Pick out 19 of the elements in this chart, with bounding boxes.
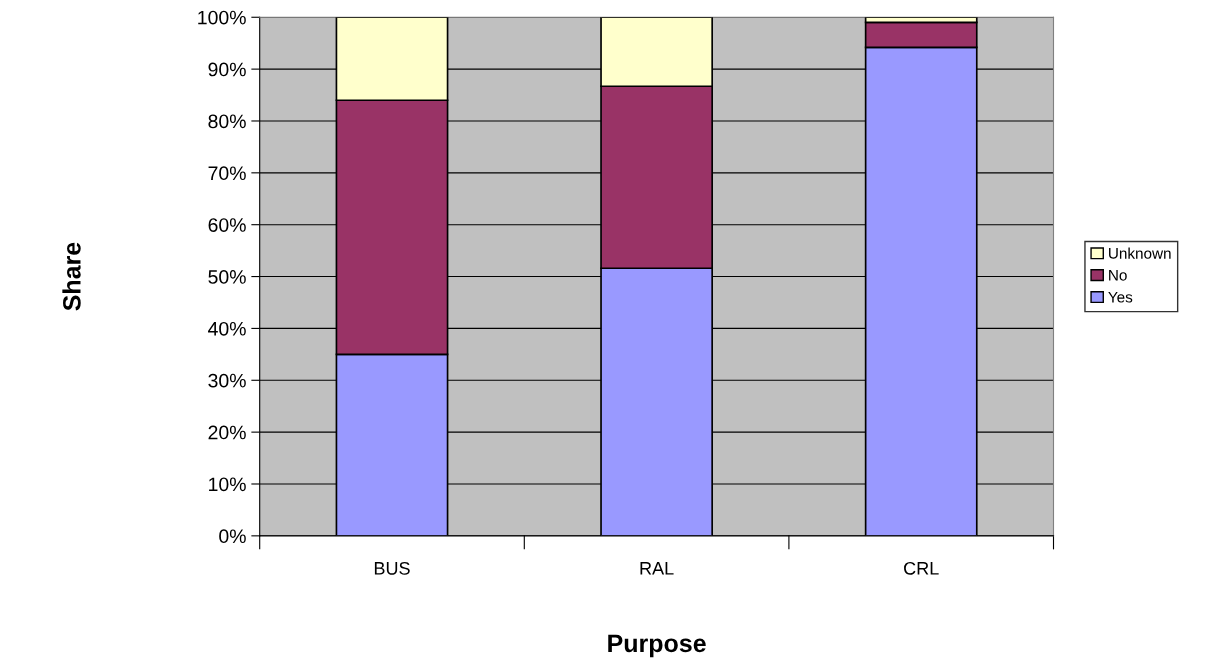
x-tick-label: CRL — [904, 561, 939, 575]
y-axis-title: Share — [62, 242, 81, 311]
y-tick-label: 60% — [208, 218, 246, 232]
legend-label: Yes — [1108, 291, 1133, 303]
y-tick-label: 50% — [208, 270, 246, 284]
x-tick-label: RAL — [640, 562, 674, 575]
y-tick-label: 90% — [208, 62, 246, 77]
y-tick-label: 10% — [209, 477, 246, 492]
x-axis-title: Purpose — [608, 634, 706, 658]
y-tick-label: 100% — [198, 10, 246, 25]
y-tick-label: 80% — [208, 114, 246, 129]
y-tick-label: 20% — [208, 425, 246, 440]
y-tick-label: 0% — [219, 529, 246, 544]
x-tick-label: BUS — [374, 561, 410, 575]
y-tick-label: 40% — [208, 321, 246, 336]
legend-label: Unknown — [1109, 247, 1171, 259]
legend-label: No — [1109, 270, 1127, 281]
y-tick-label: 30% — [208, 373, 246, 388]
y-tick-label: 70% — [208, 166, 246, 181]
